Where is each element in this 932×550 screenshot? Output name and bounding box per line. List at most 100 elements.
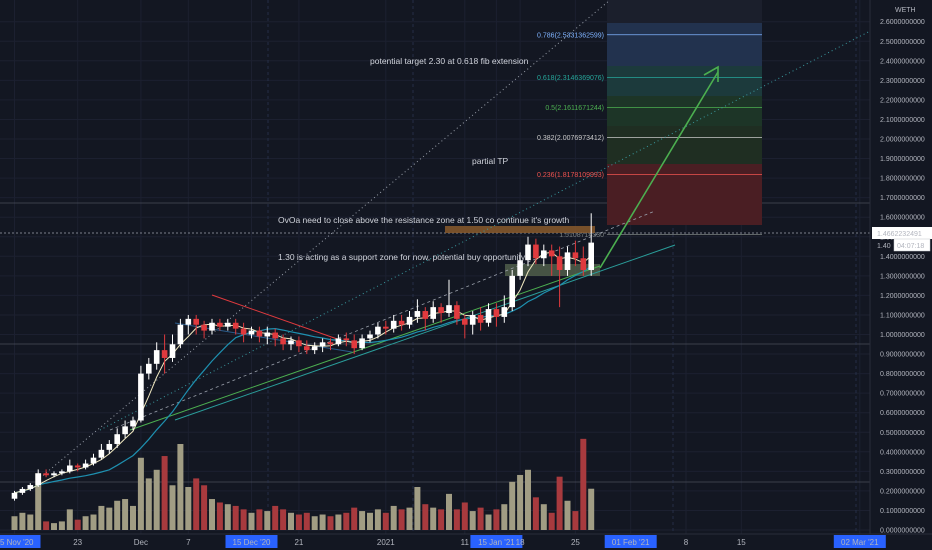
candle-body [304, 346, 310, 351]
y-axis-tick: 0.7000000000 [880, 391, 925, 398]
candle-body [82, 463, 89, 468]
candle-body [35, 473, 41, 486]
volume-bar [469, 511, 476, 530]
volume-bar [327, 516, 334, 530]
y-axis-tick: 0.2000000000 [880, 488, 925, 495]
resistance-zone [445, 226, 595, 233]
y-axis-tick: 0.1000000000 [880, 508, 925, 515]
candle-body [469, 314, 476, 325]
fib-box-0382 [607, 126, 762, 164]
x-axis-tick: 21 [294, 538, 303, 547]
candle-body [477, 314, 484, 323]
candle-body [27, 485, 34, 489]
volume-bar [35, 473, 42, 530]
volume-bar [564, 500, 571, 530]
annotation-partial-tp: partial TP [472, 156, 509, 166]
candle-body [588, 242, 594, 270]
volume-bar [137, 457, 144, 530]
symbol-label: WETH [895, 7, 916, 14]
fib-level-label: 1.5108714330 [559, 232, 604, 239]
volume-bar [232, 505, 239, 530]
x-axis-tick: 25 [571, 538, 580, 547]
x-tick-highlight [833, 535, 886, 548]
candle-body [201, 324, 207, 331]
volume-bar [66, 509, 73, 530]
x-tick-highlight [0, 535, 41, 548]
volume-bar [517, 474, 524, 530]
volume-bar [27, 514, 34, 530]
volume-bar [11, 516, 18, 530]
volume-bar [51, 523, 57, 530]
volume-bar [532, 497, 539, 530]
candle-body [296, 340, 302, 347]
volume-bar [280, 509, 287, 530]
volume-bar [264, 511, 271, 530]
x-axis-tick: 15 Jan '21 [478, 538, 515, 547]
candle-body [398, 320, 405, 325]
candle-body [67, 465, 73, 472]
x-axis-tick: 15 Nov '20 [0, 538, 34, 547]
volume-bar [90, 514, 97, 530]
fib-level-label: 0.5(2.1611671244) [545, 105, 604, 112]
trendline-dotted-upper [39, 0, 611, 479]
volume-bar [43, 521, 50, 530]
candle-body [280, 338, 286, 345]
candle-body [390, 320, 397, 329]
price-axis-bg [870, 0, 932, 550]
y-axis-tick: 0.3000000000 [880, 469, 925, 476]
volume-bar [248, 512, 255, 530]
fib-box-05 [607, 96, 762, 126]
volume-bar [161, 456, 168, 530]
candle-body [485, 309, 492, 323]
candle-body [383, 326, 389, 329]
volume-bar [351, 507, 358, 530]
y-axis-tick: 1.6000000000 [880, 215, 925, 222]
candle-body [138, 373, 144, 421]
fib-box-0236 [607, 164, 762, 225]
x-axis-tick: Dec [134, 538, 148, 547]
volume-bar [303, 512, 310, 530]
volume-bar [216, 502, 223, 530]
x-axis-tick: 15 [737, 538, 746, 547]
volume-bar [446, 493, 452, 530]
volume-bar [548, 512, 555, 530]
volume-bar [335, 514, 342, 530]
candle-body [106, 443, 113, 450]
volume-bar [169, 485, 176, 530]
volume-bar [556, 476, 563, 530]
y-axis-tick: 0.0000000000 [880, 528, 925, 535]
symbol-label-bg [894, 3, 924, 15]
candle-body [240, 328, 247, 335]
candle-body [517, 260, 523, 276]
candle-body [375, 326, 381, 335]
y-axis-tick: 2.4000000000 [880, 58, 925, 65]
y-axis-tick: 1.1000000000 [880, 312, 925, 319]
x-axis-tick: 8 [684, 538, 689, 547]
y-axis-tick: 2.5000000000 [880, 39, 925, 46]
y-axis-tick: 2.0000000000 [880, 137, 925, 144]
candle-body [209, 322, 215, 331]
candle-body [90, 457, 97, 464]
x-tick-highlight [604, 535, 657, 548]
annotation-support: 1.30 is acting as a support zone for now… [278, 252, 526, 262]
candle-body [359, 338, 365, 349]
volume-bar [382, 512, 389, 530]
candle-body [130, 420, 136, 427]
candle-body [493, 309, 500, 317]
volume-bar [406, 507, 413, 530]
candle-body [438, 307, 444, 313]
y-axis-tick: 0.8000000000 [880, 371, 925, 378]
volume-bar [145, 478, 152, 530]
volume-bar [201, 485, 208, 530]
candle-body [43, 473, 49, 476]
candle-body [422, 311, 429, 319]
target-arrow-head [703, 65, 719, 82]
candle-body [311, 346, 318, 351]
candle-body [462, 318, 468, 325]
countdown-badge-bg [893, 238, 931, 252]
fib-level-label: 0.236(1.8178109993) [537, 172, 604, 179]
candle-body [11, 492, 18, 499]
volume-bar [106, 507, 113, 530]
